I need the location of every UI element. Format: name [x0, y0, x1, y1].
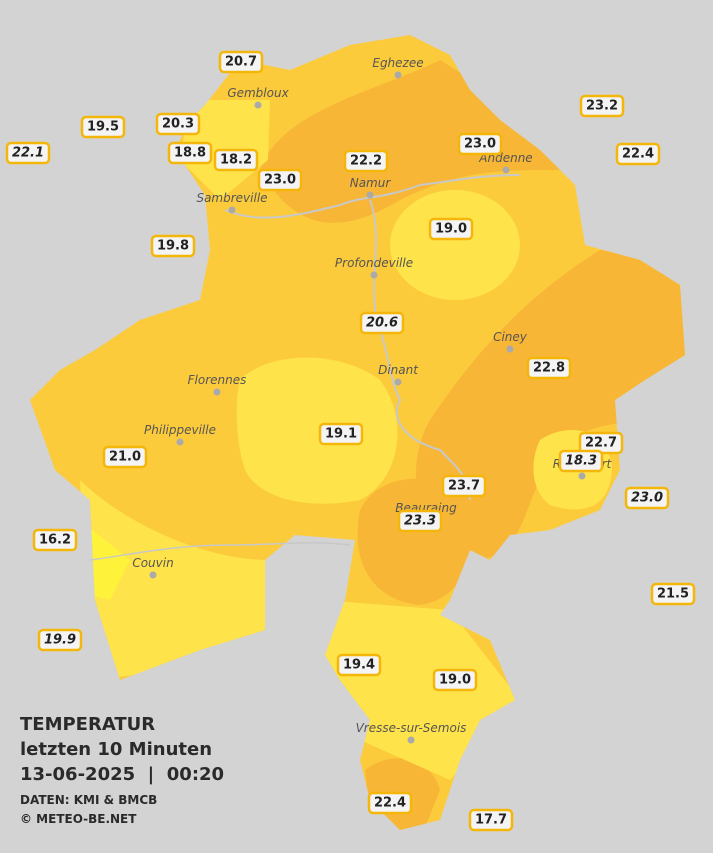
city-dot [578, 472, 586, 480]
zone [390, 190, 520, 300]
station-box [80, 115, 126, 139]
city-dot [394, 378, 402, 386]
city-dot [502, 166, 510, 174]
station-box [32, 528, 78, 552]
city-dot [366, 191, 374, 199]
city-dot [407, 736, 415, 744]
zone [357, 478, 473, 605]
station-value: 19.8 [157, 239, 189, 254]
city-label: Eghezee [372, 56, 423, 70]
station-value: 19.0 [435, 222, 467, 237]
station-box [432, 668, 478, 692]
zone [320, 600, 520, 780]
city-label: Vresse-sur-Semois [356, 721, 467, 735]
station-value: 23.0 [264, 173, 296, 188]
station-box [397, 509, 443, 533]
stations: 20.7 19.5 20.3 22.1 18.8 18.2 23.0 22.2 23.0 23.2… [5, 50, 696, 832]
station-box [218, 50, 264, 74]
legend-copyright: © METEO-BE.NET [20, 812, 137, 826]
station-box [428, 217, 474, 241]
station-box [441, 474, 487, 498]
station-box [102, 445, 148, 469]
station-box [579, 94, 625, 118]
station-value: 21.0 [109, 450, 141, 465]
city-label: Sambreville [196, 191, 267, 205]
zone [236, 357, 398, 504]
station-value: 19.4 [343, 658, 375, 673]
city-label: Ciney [493, 330, 528, 344]
station-box [468, 808, 514, 832]
station-value: 23.0 [464, 137, 496, 152]
station-value: 23.3 [404, 514, 436, 529]
station-box [650, 582, 696, 606]
city-label: Philippeville [144, 423, 216, 437]
station-value: 19.0 [439, 673, 471, 688]
city-dot [370, 271, 378, 279]
station-box [359, 311, 405, 335]
city-dot [149, 571, 157, 579]
city-dot [394, 71, 402, 79]
station-value: 22.4 [622, 147, 654, 162]
station-box [5, 141, 51, 165]
station-value: 16.2 [39, 533, 71, 548]
city-label: Couvin [132, 556, 173, 570]
zone [415, 250, 685, 560]
zone [80, 480, 270, 680]
station-box [213, 148, 259, 172]
station-box [257, 168, 303, 192]
station-box [150, 234, 196, 258]
legend-title: TEMPERATUR [20, 714, 155, 735]
legend: TEMPERATUR letzten 10 Minuten 13-06-2025… [20, 714, 224, 826]
cities: EghezeeGemblouxAndenneNamurSambrevillePr… [132, 56, 613, 744]
station-value: 20.3 [162, 117, 194, 132]
city-dot [506, 345, 514, 353]
city-label: Gembloux [227, 86, 289, 100]
city-dot [228, 206, 236, 214]
station-value: 19.9 [44, 633, 76, 648]
station-value: 23.0 [631, 491, 663, 506]
city-label: Profondeville [335, 256, 413, 270]
city-dot [254, 101, 262, 109]
station-box [37, 628, 83, 652]
legend-datetime: 13-06-2025 | 00:20 [20, 764, 224, 785]
station-value: 22.2 [350, 154, 382, 169]
station-value: 22.4 [374, 796, 406, 811]
station-box [367, 791, 413, 815]
station-box [343, 149, 389, 173]
city-label: Florennes [188, 373, 247, 387]
city-label: Namur [350, 176, 392, 190]
station-value: 18.8 [174, 146, 206, 161]
station-box [155, 112, 201, 136]
station-box [167, 141, 213, 165]
station-box [318, 422, 364, 446]
station-value: 18.2 [220, 153, 252, 168]
station-value: 23.7 [448, 479, 480, 494]
station-value: 18.3 [565, 454, 597, 469]
station-value: 22.8 [533, 361, 565, 376]
legend-subtitle: letzten 10 Minuten [20, 739, 212, 760]
station-box [615, 142, 661, 166]
station-value: 22.7 [585, 436, 617, 451]
legend-source: DATEN: KMI & BMCB [20, 793, 157, 807]
city-dot [213, 388, 221, 396]
station-value: 21.5 [657, 587, 689, 602]
station-value: 19.5 [87, 120, 119, 135]
station-value: 17.7 [475, 813, 507, 828]
river [89, 542, 351, 561]
station-box [336, 653, 382, 677]
station-value: 23.2 [586, 99, 618, 114]
station-value: 20.7 [225, 55, 257, 70]
river [224, 174, 521, 219]
station-box [624, 486, 670, 510]
station-value: 20.6 [366, 316, 398, 331]
station-box [457, 132, 503, 156]
station-box [558, 449, 604, 473]
station-box [526, 356, 572, 380]
station-value: 19.1 [325, 427, 357, 442]
city-dot [176, 438, 184, 446]
station-value: 22.1 [12, 146, 44, 161]
city-label: Dinant [378, 363, 419, 377]
